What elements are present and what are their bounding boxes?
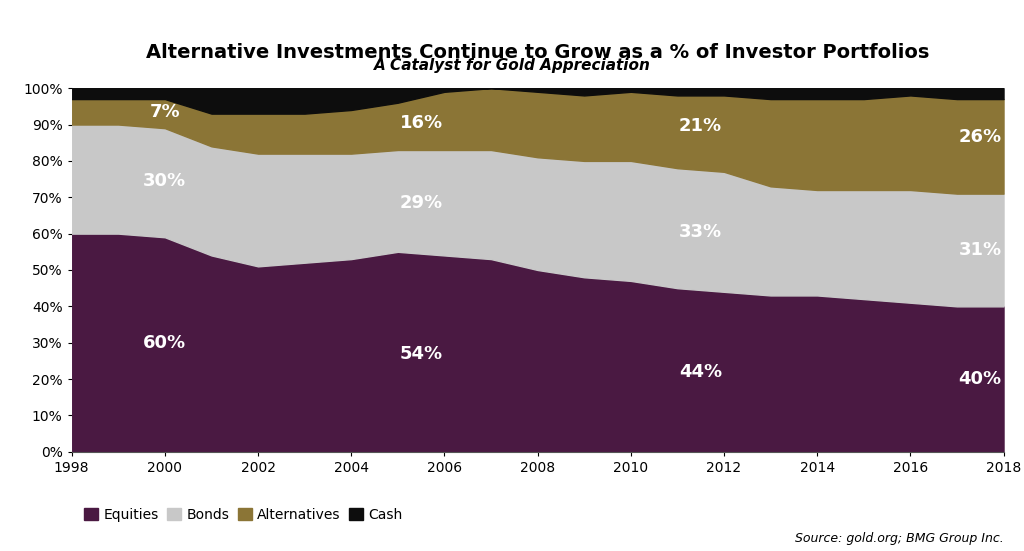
Text: 29%: 29% (399, 194, 442, 212)
Text: 16%: 16% (399, 114, 442, 132)
Title: Alternative Investments Continue to Grow as a % of Investor Portfolios: Alternative Investments Continue to Grow… (145, 42, 930, 62)
Text: A Catalyst for Gold Appreciation: A Catalyst for Gold Appreciation (374, 58, 650, 73)
Text: 44%: 44% (679, 363, 722, 381)
Text: 7%: 7% (150, 103, 180, 121)
Text: 54%: 54% (399, 344, 442, 363)
Text: 40%: 40% (958, 370, 1001, 388)
Legend: Equities, Bonds, Alternatives, Cash: Equities, Bonds, Alternatives, Cash (79, 503, 409, 527)
Text: 60%: 60% (143, 334, 186, 352)
Text: 31%: 31% (958, 241, 1001, 259)
Text: Source: gold.org; BMG Group Inc.: Source: gold.org; BMG Group Inc. (795, 532, 1004, 545)
Text: 30%: 30% (143, 172, 186, 190)
Text: 21%: 21% (679, 117, 722, 136)
Text: 26%: 26% (958, 128, 1001, 146)
Text: 33%: 33% (679, 223, 722, 241)
